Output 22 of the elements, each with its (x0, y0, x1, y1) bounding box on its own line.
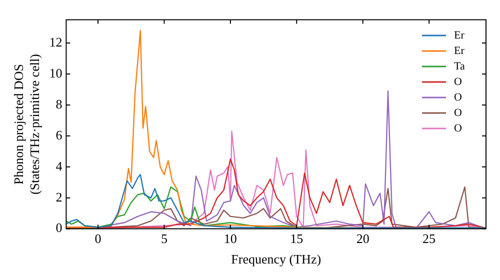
x-tick-label: 15 (290, 231, 304, 246)
x-tick-label: 5 (160, 231, 168, 246)
x-tick-label: 20 (356, 231, 370, 246)
y-tick-label: 6 (56, 127, 63, 142)
y-axis-title: Phonon projected DOS (States/THz·primitive cell) (11, 54, 42, 195)
legend-label: O (454, 106, 462, 119)
legend-label: O (454, 76, 462, 88)
y-tick-label: 4 (56, 158, 63, 174)
legend-label: O (454, 122, 462, 134)
legend-label: O (454, 91, 462, 104)
y-tick-label: 10 (49, 65, 62, 80)
y-tick-label: 8 (56, 96, 62, 112)
x-tick-label: 25 (422, 231, 436, 246)
legend-label: Ta (454, 60, 465, 72)
x-axis-title: Frequency (THz) (231, 252, 322, 267)
x-tick-label: 10 (224, 231, 237, 246)
legend-label: Er (454, 29, 465, 42)
y-tick-label: 12 (49, 34, 62, 50)
y-tick-label: 2 (56, 189, 62, 204)
legend-label: Er (454, 44, 465, 57)
x-tick-label: 0 (94, 231, 102, 246)
y-tick-label: 0 (56, 220, 62, 236)
